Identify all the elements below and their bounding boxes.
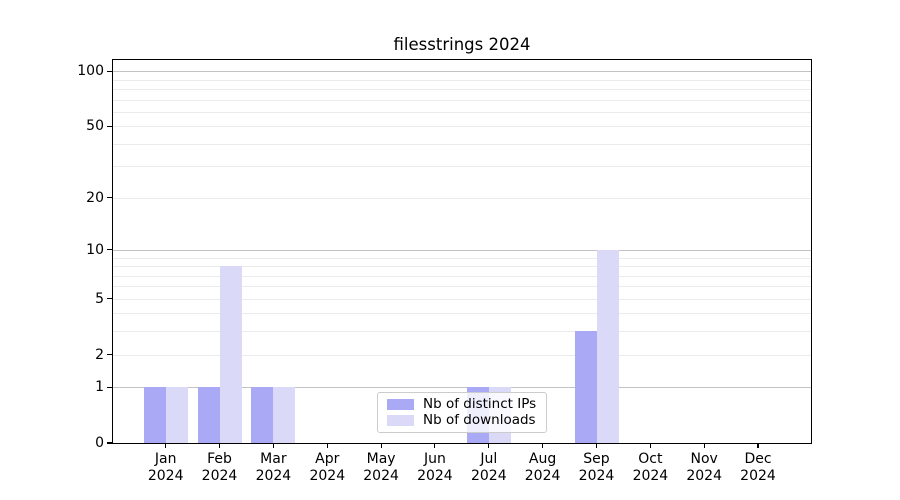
bars-layer: [113, 60, 811, 443]
legend: Nb of distinct IPs Nb of downloads: [377, 392, 548, 433]
x-tick-mark: [542, 443, 544, 448]
legend-item: Nb of downloads: [387, 413, 536, 428]
minor-gridline: [113, 275, 811, 277]
x-tick-mark: [649, 443, 651, 448]
y-tick-mark: [107, 249, 112, 251]
x-tick-mark: [326, 443, 328, 448]
x-tick-label: Mar 2024: [255, 451, 292, 484]
legend-item: Nb of distinct IPs: [387, 397, 536, 412]
x-tick-mark: [218, 443, 221, 448]
major-gridline: [113, 387, 811, 389]
x-tick-mark: [434, 443, 436, 448]
x-tick-label: Jun 2024: [417, 451, 453, 484]
y-tick-mark: [107, 298, 112, 300]
minor-gridline: [113, 99, 811, 101]
gridlines-layer: [113, 60, 811, 443]
y-tick-mark: [107, 442, 112, 444]
x-tick-label: Nov 2024: [686, 451, 722, 484]
minor-gridline: [113, 166, 811, 168]
bar-nb-of-downloads-mar: [273, 387, 296, 443]
bar-nb-of-downloads-sep: [596, 249, 619, 443]
bar-nb-of-downloads-jan: [165, 387, 188, 443]
x-tick-mark: [165, 443, 167, 448]
x-tick-label: Dec 2024: [740, 451, 776, 484]
x-tick-mark: [757, 443, 759, 448]
legend-label: Nb of distinct IPs: [423, 396, 537, 412]
chart-title: filesstrings 2024: [393, 35, 531, 54]
x-tick-label: Sep 2024: [578, 451, 615, 484]
minor-gridline: [113, 111, 811, 113]
minor-gridline: [113, 313, 811, 315]
minor-gridline: [113, 331, 811, 333]
y-tick-mark: [107, 70, 112, 72]
y-tick-mark: [107, 386, 112, 388]
y-tick-mark: [107, 353, 112, 356]
x-tick-label: Jul 2024: [470, 451, 507, 484]
y-tick-label: 100: [77, 63, 104, 80]
x-tick-mark: [272, 443, 274, 448]
minor-gridline: [113, 88, 811, 90]
x-tick-label: Aug 2024: [524, 451, 561, 484]
x-tick-label: Apr 2024: [309, 451, 346, 484]
legend-label: Nb of downloads: [423, 412, 536, 428]
minor-gridline: [113, 79, 811, 81]
legend-swatch-icon: [387, 415, 414, 426]
x-tick-mark: [380, 443, 382, 448]
x-tick-mark: [703, 443, 705, 448]
y-tick-label: 20: [86, 189, 104, 206]
minor-gridline: [113, 126, 811, 128]
y-tick-label: 10: [86, 241, 104, 258]
minor-gridline: [113, 143, 811, 145]
bar-nb-of-distinct-ips-jan: [143, 387, 166, 443]
bar-nb-of-distinct-ips-feb: [197, 387, 220, 443]
y-tick-mark: [107, 125, 112, 127]
y-tick-label: 5: [95, 290, 104, 307]
y-tick-label: 1: [95, 379, 104, 396]
minor-gridline: [113, 266, 811, 267]
bar-nb-of-downloads-feb: [219, 266, 242, 443]
major-gridline: [113, 249, 811, 251]
bar-nb-of-distinct-ips-sep: [574, 331, 597, 443]
x-tick-label: May 2024: [363, 451, 399, 484]
y-tick-mark: [107, 197, 112, 199]
y-tick-label: 2: [95, 346, 104, 363]
y-tick-label: 0: [95, 435, 104, 451]
minor-gridline: [113, 257, 811, 259]
major-gridline: [113, 71, 811, 73]
x-tick-label: Feb 2024: [201, 451, 238, 484]
x-tick-mark: [488, 443, 490, 448]
bar-nb-of-distinct-ips-mar: [251, 387, 274, 443]
minor-gridline: [113, 197, 811, 199]
minor-gridline: [113, 354, 811, 356]
minor-gridline: [113, 298, 811, 300]
x-tick-mark: [595, 443, 598, 448]
legend-swatch-icon: [387, 399, 414, 410]
x-tick-label: Oct 2024: [632, 451, 669, 484]
minor-gridline: [113, 286, 811, 288]
y-tick-label: 50: [86, 118, 104, 135]
x-tick-label: Jan 2024: [147, 451, 184, 484]
